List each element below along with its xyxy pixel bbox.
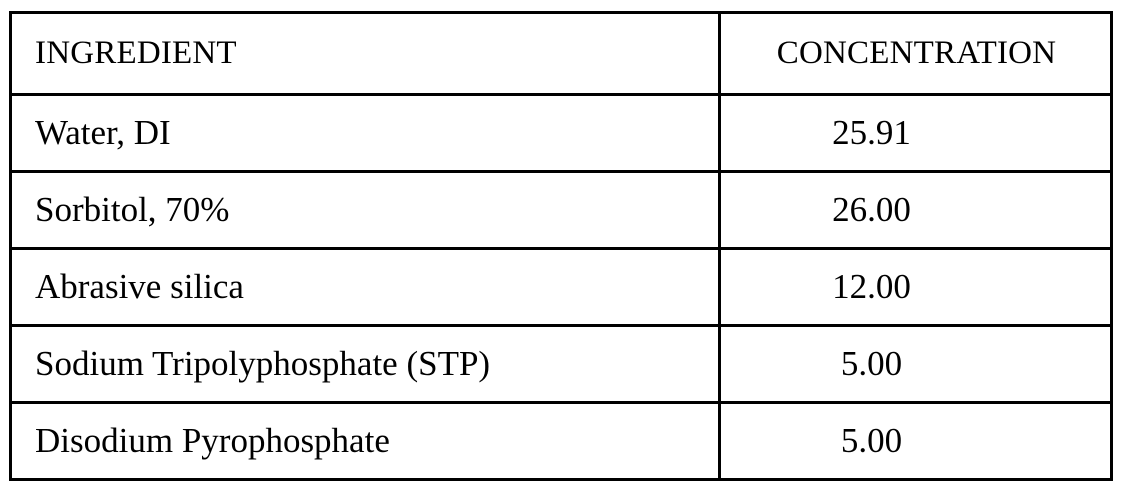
ingredient-name: Sodium Tripolyphosphate (STP) [35,346,490,383]
cell-ingredient: Disodium Pyrophosphate [11,403,720,480]
column-header-ingredient-label: INGREDIENT [35,35,237,72]
table-header: INGREDIENT CONCENTRATION [11,13,1112,95]
cell-concentration: 12.00 [720,249,1112,326]
concentration-value: 5.00 [841,423,902,460]
table-row: Abrasive silica 12.00 [11,249,1112,326]
concentration-value: 5.00 [841,346,902,383]
cell-concentration: 5.00 [720,403,1112,480]
column-header-ingredient: INGREDIENT [11,13,720,95]
concentration-value: 25.91 [832,115,911,152]
cell-concentration: 26.00 [720,172,1112,249]
concentration-value: 26.00 [832,192,911,229]
table-row: Sorbitol, 70% 26.00 [11,172,1112,249]
ingredient-name: Water, DI [35,115,171,152]
ingredient-name: Sorbitol, 70% [35,192,229,229]
ingredient-name: Abrasive silica [35,269,244,306]
concentration-value: 12.00 [832,269,911,306]
table-body: Water, DI 25.91 Sorbitol, 70% 26.00 Abra… [11,95,1112,480]
column-header-concentration-label: CONCENTRATION [777,35,1056,72]
table-row: Water, DI 25.91 [11,95,1112,172]
cell-ingredient: Abrasive silica [11,249,720,326]
cell-concentration: 25.91 [720,95,1112,172]
formulation-table: INGREDIENT CONCENTRATION Water, DI 25.91… [9,11,1113,481]
ingredient-name: Disodium Pyrophosphate [35,423,390,460]
cell-ingredient: Water, DI [11,95,720,172]
table-row: Disodium Pyrophosphate 5.00 [11,403,1112,480]
cell-concentration: 5.00 [720,326,1112,403]
table-header-row: INGREDIENT CONCENTRATION [11,13,1112,95]
cell-ingredient: Sorbitol, 70% [11,172,720,249]
table-row: Sodium Tripolyphosphate (STP) 5.00 [11,326,1112,403]
column-header-concentration: CONCENTRATION [720,13,1112,95]
page-canvas: INGREDIENT CONCENTRATION Water, DI 25.91… [0,0,1125,483]
cell-ingredient: Sodium Tripolyphosphate (STP) [11,326,720,403]
